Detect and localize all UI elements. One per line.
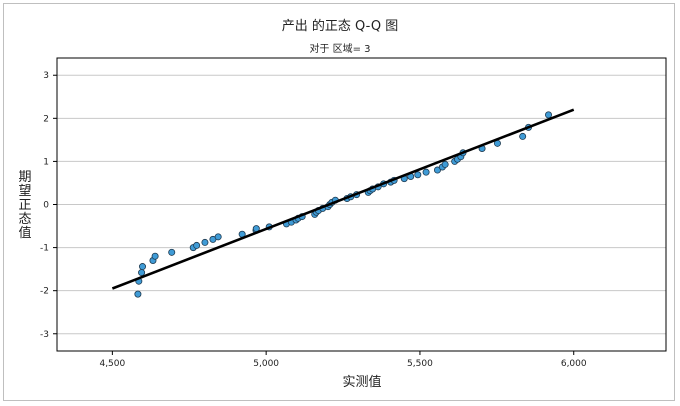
data-point: [139, 263, 147, 271]
data-point: [151, 252, 159, 260]
y-tick-label: 1: [43, 157, 49, 167]
y-axis-label: 期望正态值: [18, 170, 31, 241]
y-tick-label: -2: [40, 287, 49, 297]
x-tick-label: 4,500: [99, 359, 125, 369]
data-point: [414, 171, 422, 179]
data-point: [545, 111, 553, 119]
chart-title: 产出 的正态 Q-Q 图: [282, 18, 398, 34]
y-tick-label: 0: [43, 201, 49, 211]
gridlines: [57, 74, 666, 335]
x-axis-ticks: 4,500 5,000 5,500 6,000: [99, 351, 587, 369]
data-point: [201, 238, 209, 246]
data-point: [441, 160, 449, 168]
x-axis-label: 实测值: [342, 374, 381, 390]
data-point: [433, 166, 441, 174]
data-point: [193, 241, 201, 249]
x-tick-label: 6,000: [561, 359, 587, 369]
reference-line: [111, 108, 575, 290]
y-tick-label: -1: [40, 244, 49, 254]
x-tick-label: 5,500: [407, 359, 433, 369]
y-tick-label: -3: [40, 330, 49, 340]
data-point: [214, 233, 222, 241]
y-axis-ticks: -3 -2 -1 0 1 2 3: [40, 71, 57, 340]
data-point: [138, 269, 146, 277]
data-point: [134, 290, 142, 298]
y-tick-label: 2: [43, 114, 49, 124]
x-tick-label: 5,000: [253, 359, 279, 369]
y-tick-label: 3: [43, 71, 49, 81]
data-point: [168, 248, 176, 256]
chart-subtitle: 对于 区域= 3: [309, 42, 370, 55]
data-point: [519, 132, 527, 140]
data-point: [422, 168, 430, 176]
